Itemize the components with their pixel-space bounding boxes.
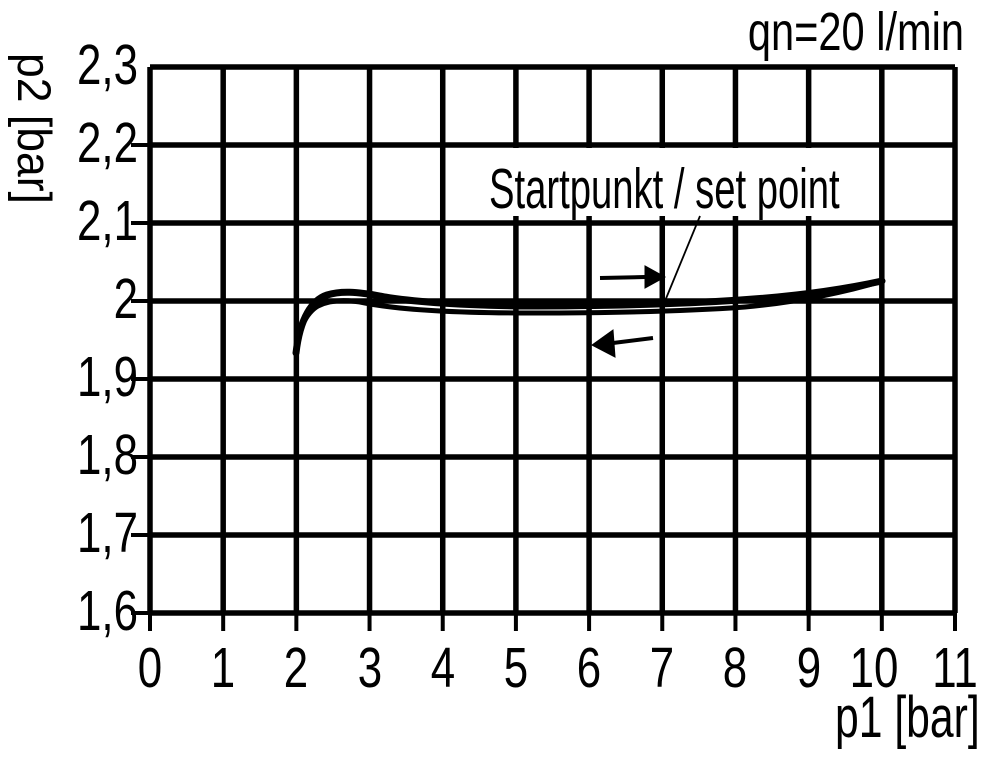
svg-text:qn=20 l/min: qn=20 l/min: [748, 2, 964, 63]
svg-text:1,9: 1,9: [77, 344, 138, 408]
svg-text:0: 0: [138, 635, 162, 699]
svg-text:2,2: 2,2: [77, 110, 138, 174]
svg-text:p2 [bar]: p2 [bar]: [8, 53, 60, 204]
svg-text:1,6: 1,6: [77, 578, 138, 642]
svg-text:7: 7: [650, 635, 674, 699]
svg-text:5: 5: [504, 635, 528, 699]
svg-text:p1 [bar]: p1 [bar]: [835, 685, 980, 750]
svg-text:Startpunkt / set point: Startpunkt / set point: [489, 158, 840, 221]
svg-text:1,8: 1,8: [77, 422, 138, 486]
svg-text:4: 4: [431, 635, 455, 699]
svg-text:1: 1: [211, 635, 235, 699]
svg-text:3: 3: [358, 635, 382, 699]
svg-text:2,3: 2,3: [77, 32, 138, 96]
svg-text:9: 9: [797, 635, 821, 699]
svg-text:2: 2: [284, 635, 308, 699]
svg-text:8: 8: [723, 635, 747, 699]
svg-text:1,7: 1,7: [77, 500, 138, 564]
svg-text:2: 2: [114, 266, 138, 330]
svg-text:2,1: 2,1: [77, 188, 138, 252]
svg-text:6: 6: [577, 635, 601, 699]
